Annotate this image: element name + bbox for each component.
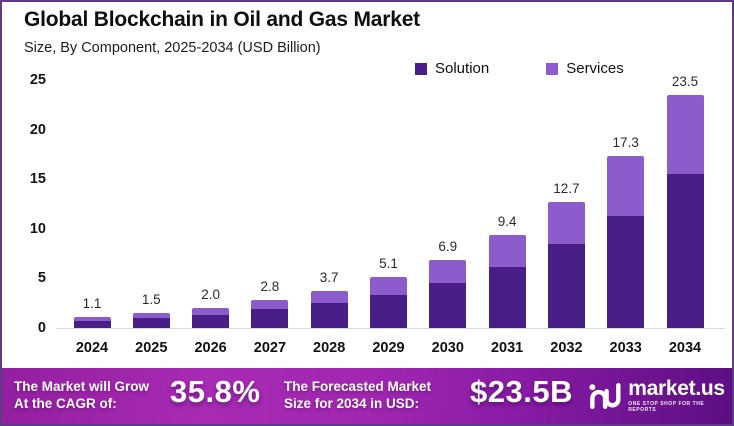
- x-axis-tick-label-2027: 2027: [253, 340, 287, 356]
- forecast-label-line2: Size for 2034 in USD:: [284, 396, 420, 411]
- bar-segment-solution-2031: [488, 267, 526, 328]
- bar-total-label-2028: 3.7: [319, 270, 339, 286]
- y-axis-tick-label: 0: [37, 320, 46, 336]
- legend-label: Services: [566, 60, 624, 77]
- y-axis-tick-label: 5: [37, 270, 46, 287]
- bar-total-label-2027: 2.8: [260, 279, 280, 295]
- legend-swatch: [415, 62, 427, 75]
- bar-total-label-2031: 9.4: [497, 213, 517, 229]
- bottom-banner: The Market will Grow At the CAGR of: 35.…: [2, 368, 732, 424]
- bar-total-label-2026: 2.0: [201, 287, 220, 303]
- cagr-label-line1: The Market will Grow: [14, 379, 150, 394]
- bar-total-label-2030: 6.9: [438, 238, 458, 254]
- cagr-label-line2: At the CAGR of:: [14, 396, 117, 411]
- legend-item-solution: Solution: [415, 60, 489, 77]
- legend-swatch: [546, 62, 559, 75]
- legend-item-services: Services: [546, 60, 624, 77]
- y-axis-tick-label: 25: [29, 72, 46, 88]
- x-axis-tick-label-2028: 2028: [313, 340, 346, 356]
- x-axis-tick-label-2034: 2034: [668, 340, 702, 356]
- bar-segment-services-2025: [132, 313, 170, 319]
- x-axis-baseline: [57, 328, 725, 329]
- bar-total-label-2032: 12.7: [553, 181, 580, 197]
- bar-segment-services-2027: [251, 300, 289, 310]
- x-axis-tick-label-2026: 2026: [194, 340, 227, 356]
- x-axis-tick-label-2025: 2025: [135, 340, 168, 356]
- bar-segment-solution-2028: [310, 303, 348, 328]
- bar-segment-services-2033: [607, 156, 645, 216]
- bar-segment-solution-2030: [429, 283, 467, 328]
- cagr-value: 35.8%: [170, 374, 261, 409]
- chart-subtitle: Size, By Component, 2025-2034 (USD Billi…: [24, 40, 321, 56]
- bar-total-label-2024: 1.1: [82, 296, 102, 312]
- forecast-value: $23.5B: [470, 374, 573, 409]
- cagr-label: The Market will Grow At the CAGR of:: [14, 378, 149, 412]
- marketus-logo-tagline: ONE STOP SHOP FOR THE REPORTS: [628, 401, 705, 413]
- y-axis-tick-label: 15: [29, 171, 46, 188]
- forecast-label-line1: The Forecasted Market: [284, 379, 432, 394]
- x-axis-tick-label-2024: 2024: [75, 340, 109, 356]
- x-axis-tick-label-2033: 2033: [609, 340, 642, 356]
- bar-segment-services-2026: [192, 308, 230, 316]
- bar-total-label-2029: 5.1: [379, 256, 398, 272]
- chart-legend: Solution Services: [415, 60, 624, 77]
- page-title: Global Blockchain in Oil and Gas Market: [24, 8, 420, 31]
- bar-total-label-2033: 17.3: [612, 135, 639, 151]
- bar-segment-solution-2029: [370, 295, 407, 328]
- legend-label: Solution: [435, 60, 490, 77]
- marketus-logo-text-wrap: market.us ONE STOP SHOP FOR THE REPORTS: [628, 377, 732, 414]
- bar-segment-solution-2025: [132, 318, 170, 328]
- bar-segment-services-2031: [488, 234, 526, 268]
- bar-segment-solution-2034: [666, 174, 704, 328]
- bar-segment-services-2032: [547, 202, 585, 244]
- bar-segment-solution-2027: [251, 309, 289, 328]
- bar-segment-services-2034: [666, 94, 704, 175]
- x-axis-tick-label-2031: 2031: [490, 340, 524, 356]
- bar-segment-solution-2033: [607, 215, 645, 328]
- bar-total-label-2025: 1.5: [141, 292, 161, 308]
- marketus-logo: market.us ONE STOP SHOP FOR THE REPORTS: [587, 378, 732, 413]
- y-axis-tick-label: 20: [29, 121, 46, 138]
- bar-segment-services-2028: [310, 291, 348, 304]
- marketus-logo-icon: [589, 382, 621, 409]
- bar-segment-services-2030: [429, 259, 467, 284]
- bar-total-label-2034: 23.5: [671, 73, 699, 89]
- bar-segment-services-2029: [370, 277, 407, 296]
- bar-segment-solution-2024: [73, 321, 111, 328]
- bar-segment-solution-2026: [192, 315, 230, 328]
- forecast-label: The Forecasted Market Size for 2034 in U…: [284, 378, 431, 412]
- marketus-logo-text: market.us: [628, 377, 725, 400]
- x-axis-tick-label-2030: 2030: [431, 340, 464, 356]
- bar-segment-services-2024: [73, 317, 111, 322]
- x-axis-tick-label-2032: 2032: [550, 340, 583, 356]
- y-axis-tick-label: 10: [29, 220, 46, 237]
- bar-segment-solution-2032: [547, 243, 585, 328]
- x-axis-tick-label-2029: 2029: [372, 340, 405, 356]
